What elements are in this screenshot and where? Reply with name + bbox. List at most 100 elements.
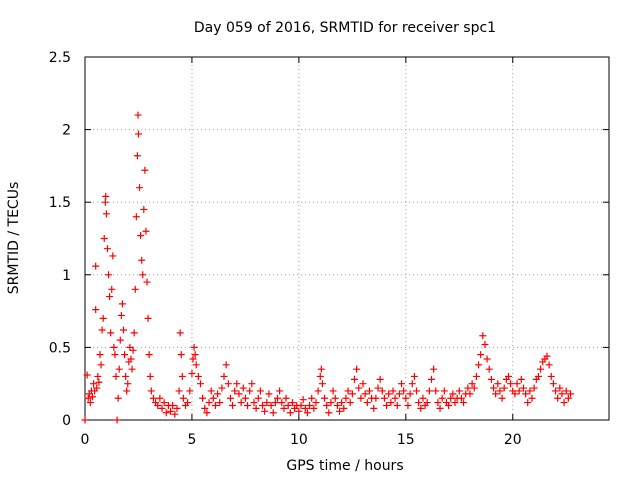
- data-point: [171, 410, 179, 418]
- data-point: [145, 351, 153, 359]
- data-point: [124, 380, 132, 388]
- data-point: [92, 306, 100, 314]
- data-point: [355, 384, 363, 392]
- data-point: [169, 401, 177, 409]
- data-point: [138, 256, 146, 264]
- data-point: [90, 380, 98, 388]
- data-point: [479, 332, 487, 340]
- data-point: [336, 407, 344, 415]
- data-point: [196, 380, 204, 388]
- data-point: [534, 372, 542, 380]
- data-point: [137, 232, 145, 240]
- data-point: [564, 394, 572, 402]
- data-point: [543, 352, 551, 360]
- data-point: [132, 213, 140, 221]
- data-point: [86, 399, 94, 407]
- data-point: [216, 399, 224, 407]
- data-point: [519, 384, 527, 392]
- y-axis-title: SRMTID / TECUs: [6, 182, 22, 295]
- data-point: [246, 387, 254, 395]
- data-point: [554, 394, 562, 402]
- data-point: [229, 401, 237, 409]
- data-point: [299, 396, 307, 404]
- data-point: [430, 365, 438, 373]
- data-point: [123, 387, 131, 395]
- data-point: [130, 329, 138, 337]
- data-point: [515, 387, 523, 395]
- data-point: [237, 399, 245, 407]
- data-point: [547, 372, 555, 380]
- data-point: [361, 390, 369, 398]
- data-point: [306, 401, 314, 409]
- data-point: [92, 262, 100, 270]
- data-point: [526, 387, 534, 395]
- data-point: [325, 409, 333, 417]
- data-point: [214, 390, 222, 398]
- data-point: [278, 399, 286, 407]
- data-point: [156, 394, 164, 402]
- data-point: [160, 399, 168, 407]
- data-point: [109, 252, 117, 260]
- y-tick-label: 0.5: [49, 340, 71, 356]
- data-point: [84, 394, 92, 402]
- data-point: [189, 355, 197, 363]
- data-point: [99, 314, 107, 322]
- data-point: [316, 372, 324, 380]
- data-point: [372, 394, 380, 402]
- data-point: [310, 404, 318, 412]
- data-point: [252, 404, 260, 412]
- data-point: [404, 401, 412, 409]
- data-point: [494, 380, 502, 388]
- data-point: [282, 394, 290, 402]
- data-point: [154, 401, 162, 409]
- data-point: [423, 399, 431, 407]
- data-point: [552, 387, 560, 395]
- data-point: [513, 380, 521, 388]
- data-point: [128, 365, 136, 373]
- data-point: [357, 394, 365, 402]
- data-point: [308, 394, 316, 402]
- data-point: [483, 355, 491, 363]
- data-point: [312, 399, 320, 407]
- data-point: [186, 387, 194, 395]
- data-point: [94, 372, 102, 380]
- data-point: [329, 387, 337, 395]
- x-tick-label: 10: [290, 432, 308, 448]
- data-point: [259, 401, 267, 409]
- data-point: [387, 399, 395, 407]
- data-point: [115, 365, 123, 373]
- data-point: [142, 227, 150, 235]
- data-point: [477, 351, 485, 359]
- data-point: [295, 407, 303, 415]
- data-point: [317, 365, 325, 373]
- data-point: [224, 380, 232, 388]
- data-point: [490, 384, 498, 392]
- data-point: [167, 407, 175, 415]
- data-point: [383, 401, 391, 409]
- data-point: [393, 401, 401, 409]
- data-point: [265, 390, 273, 398]
- x-tick-label: 15: [397, 432, 415, 448]
- data-point: [470, 384, 478, 392]
- data-point: [267, 401, 275, 409]
- data-point: [211, 401, 219, 409]
- data-point: [143, 278, 151, 286]
- data-point: [333, 401, 341, 409]
- data-point: [88, 393, 96, 401]
- data-point: [178, 372, 186, 380]
- data-point: [201, 404, 209, 412]
- y-tick-label: 2.5: [49, 50, 71, 66]
- data-point: [117, 311, 125, 319]
- data-point: [434, 399, 442, 407]
- data-point: [338, 399, 346, 407]
- data-point: [556, 384, 564, 392]
- data-point: [374, 384, 382, 392]
- data-point: [276, 387, 284, 395]
- data-point: [344, 387, 352, 395]
- data-point: [537, 365, 545, 373]
- data-point: [250, 399, 258, 407]
- data-point: [176, 329, 184, 337]
- data-point: [415, 399, 423, 407]
